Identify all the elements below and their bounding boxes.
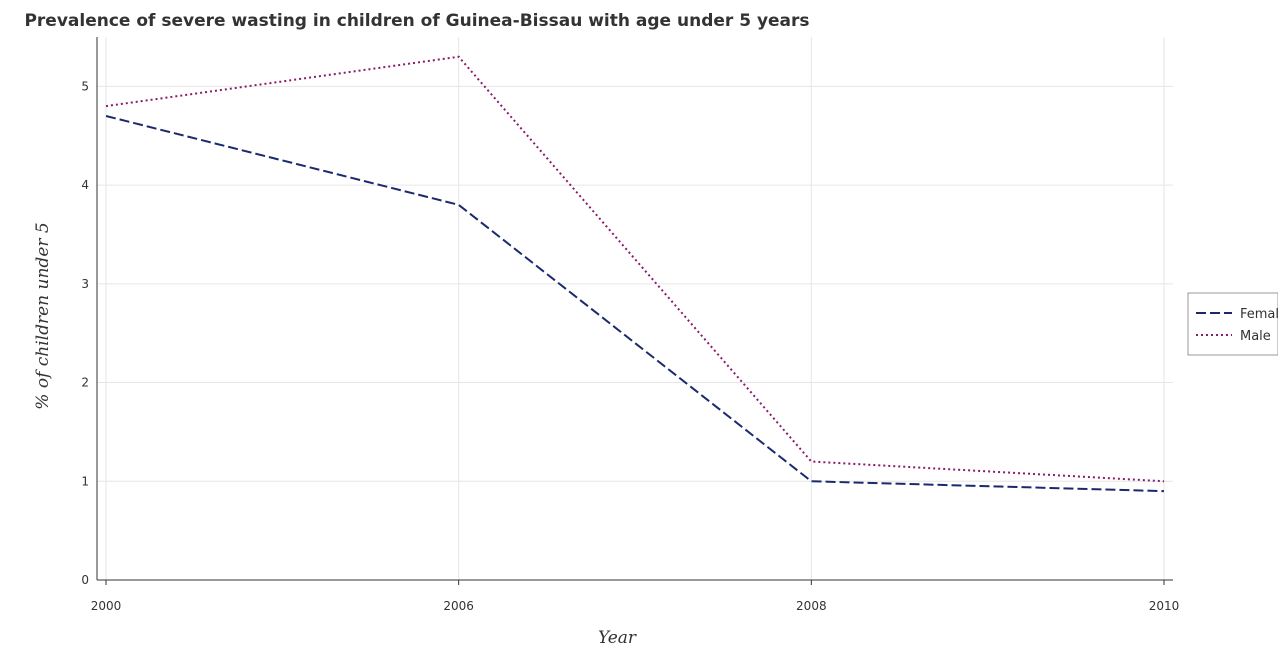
- y-tick-label: 3: [81, 277, 89, 291]
- x-tick-label: 2000: [91, 599, 122, 613]
- legend-box: [1187, 292, 1278, 356]
- y-axis-label: % of children under 5: [33, 222, 53, 409]
- y-tick-label: 1: [81, 474, 89, 488]
- series-line-male: [105, 55, 1165, 483]
- series-line-female: [105, 115, 1165, 493]
- chart-title: Prevalence of severe wasting in children…: [24, 11, 809, 31]
- x-axis-label: Year: [598, 628, 637, 648]
- y-tick-label: 4: [81, 178, 89, 192]
- y-tick-label: 5: [81, 79, 89, 93]
- legend: Female Male: [1187, 292, 1278, 356]
- grid: [97, 37, 1173, 581]
- axes: 0 1 2 3 4 5 2000 2006 2008 2010: [81, 37, 1179, 613]
- legend-label-male: Male: [1240, 329, 1271, 344]
- legend-label-female: Female: [1240, 307, 1278, 322]
- y-tick-label: 2: [81, 376, 89, 390]
- x-tick-label: 2006: [443, 599, 474, 613]
- x-tick-label: 2010: [1149, 599, 1180, 613]
- y-tick-label: 0: [81, 573, 89, 587]
- x-tick-label: 2008: [796, 599, 827, 613]
- series-lines: [105, 55, 1165, 493]
